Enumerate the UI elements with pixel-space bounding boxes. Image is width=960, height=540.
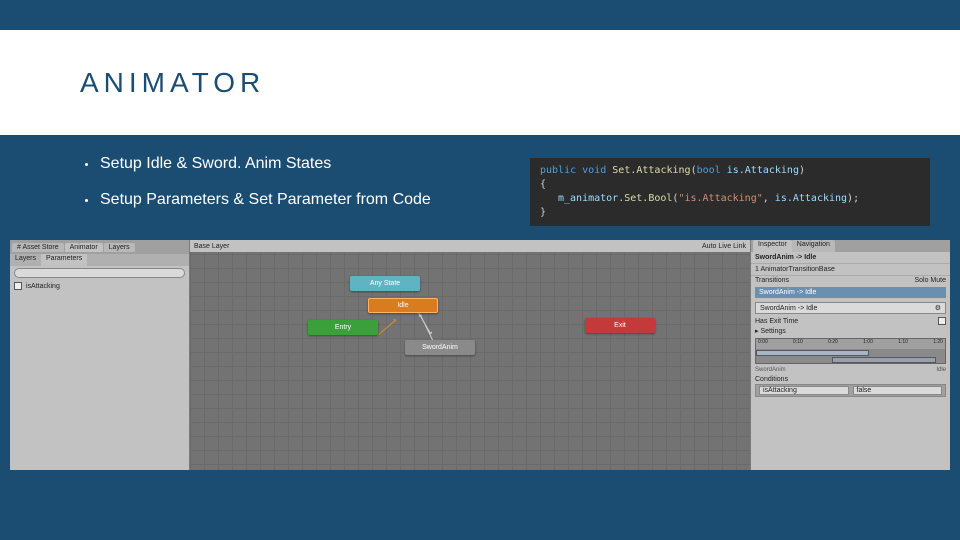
- conditions-section: Conditions isAttacking false: [755, 376, 946, 397]
- transition-arrow-sword-idle[interactable]: [420, 315, 434, 342]
- condition-row[interactable]: isAttacking false: [755, 384, 946, 397]
- transition-arrow-entry-idle[interactable]: [378, 320, 395, 335]
- code-type: bool: [697, 165, 721, 176]
- code-arg: is.Attacking: [775, 193, 847, 204]
- code-brace: }: [540, 206, 920, 220]
- state-label: Exit: [614, 322, 626, 329]
- bullet-text: Setup Idle & Sword. Anim States: [100, 155, 331, 173]
- has-exit-time-label: Has Exit Time: [755, 318, 798, 325]
- tab-layers[interactable]: Layers: [104, 243, 135, 252]
- code-brace: {: [540, 178, 920, 192]
- subtab-layers[interactable]: Layers: [10, 254, 41, 266]
- conditions-label: Conditions: [755, 376, 946, 383]
- auto-live-link[interactable]: Auto Live Link: [702, 243, 746, 250]
- solo-mute-label: Solo Mute: [914, 277, 946, 284]
- subtab-parameters[interactable]: Parameters: [41, 254, 87, 266]
- state-swordanim[interactable]: SwordAnim: [405, 340, 475, 355]
- timeline-ruler: 0:00 0:10 0:20 1:00 1:10 1:20: [756, 339, 945, 349]
- timeline-tick: 0:10: [793, 339, 803, 349]
- has-exit-time-checkbox[interactable]: [938, 317, 946, 325]
- slide-header: ANIMATOR: [0, 30, 960, 135]
- state-label: Any State: [370, 280, 400, 287]
- graph-breadcrumb[interactable]: Base Layer: [194, 243, 229, 250]
- sub-tabs: Layers Parameters: [10, 254, 189, 266]
- code-paren: );: [847, 193, 859, 204]
- clip-b-label: Idle: [936, 367, 946, 373]
- bullet-item: Setup Idle & Sword. Anim States: [85, 155, 431, 173]
- has-exit-time-row: Has Exit Time: [751, 316, 950, 326]
- transition-name-field[interactable]: SwordAnim -> Idle: [760, 305, 817, 312]
- state-entry[interactable]: Entry: [308, 320, 378, 335]
- transitions-label: Transitions: [755, 277, 789, 284]
- code-method: Set.Bool: [624, 193, 672, 204]
- code-comma: ,: [763, 193, 775, 204]
- transition-title: SwordAnim -> Idle: [751, 252, 950, 264]
- clip-a-label: SwordAnim: [755, 367, 786, 373]
- tab-animator[interactable]: Animator: [65, 243, 103, 252]
- code-function: Set.Attacking: [612, 165, 690, 176]
- unity-animator-panel: # Asset Store Animator Layers Layers Par…: [10, 240, 950, 470]
- inspector-tabs: Inspector Navigation: [751, 240, 950, 252]
- timeline-tick: 1:00: [863, 339, 873, 349]
- code-param: is.Attacking: [727, 165, 799, 176]
- condition-value-dropdown[interactable]: false: [853, 386, 943, 395]
- state-label: Entry: [335, 324, 351, 331]
- transitions-header: Transitions Solo Mute: [751, 276, 950, 285]
- bullet-dot-icon: [85, 199, 88, 202]
- timeline-tick: 0:20: [828, 339, 838, 349]
- code-snippet: public void Set.Attacking(bool is.Attack…: [530, 158, 930, 226]
- bullet-text: Setup Parameters & Set Parameter from Co…: [100, 191, 431, 209]
- code-member: m_animator: [558, 193, 618, 204]
- timeline-clip-b[interactable]: [832, 357, 936, 363]
- settings-row[interactable]: ▸ Settings: [751, 326, 950, 336]
- slide-title: ANIMATOR: [80, 67, 265, 99]
- tab-asset-store[interactable]: # Asset Store: [12, 243, 64, 252]
- bullet-item: Setup Parameters & Set Parameter from Co…: [85, 191, 431, 209]
- param-search-input[interactable]: [14, 268, 185, 278]
- transition-subtitle: 1 AnimatorTransitionBase: [751, 264, 950, 276]
- animator-graph[interactable]: Base Layer Auto Live Link Any State Idle…: [190, 240, 750, 470]
- tab-navigation[interactable]: Navigation: [792, 240, 835, 252]
- transitions-list: SwordAnim -> Idle: [755, 287, 946, 298]
- transition-list-item[interactable]: SwordAnim -> Idle: [756, 288, 945, 297]
- state-label: Idle: [397, 302, 408, 309]
- bullet-dot-icon: [85, 163, 88, 166]
- state-idle[interactable]: Idle: [368, 298, 438, 313]
- graph-header: Base Layer Auto Live Link: [190, 240, 750, 252]
- bullet-list: Setup Idle & Sword. Anim States Setup Pa…: [85, 155, 431, 227]
- parameter-name: isAttacking: [26, 283, 60, 290]
- timeline-clip-a[interactable]: [756, 350, 869, 356]
- condition-param-dropdown[interactable]: isAttacking: [759, 386, 849, 395]
- transition-timeline[interactable]: 0:00 0:10 0:20 1:00 1:10 1:20: [755, 338, 946, 364]
- state-exit[interactable]: Exit: [585, 318, 655, 333]
- code-keyword: public: [540, 165, 576, 176]
- panel-tabs: # Asset Store Animator Layers: [10, 240, 189, 254]
- inspector-panel: Inspector Navigation SwordAnim -> Idle 1…: [750, 240, 950, 470]
- state-any-state[interactable]: Any State: [350, 276, 420, 291]
- tab-inspector[interactable]: Inspector: [753, 240, 792, 252]
- code-keyword: void: [582, 165, 606, 176]
- code-paren: ): [799, 165, 805, 176]
- timeline-tick: 1:20: [933, 339, 943, 349]
- parameter-row[interactable]: isAttacking: [10, 280, 189, 292]
- state-label: SwordAnim: [422, 344, 458, 351]
- timeline-tick: 1:10: [898, 339, 908, 349]
- settings-gear-icon[interactable]: ⚙: [935, 304, 941, 312]
- parameters-panel: # Asset Store Animator Layers Layers Par…: [10, 240, 190, 470]
- parameter-checkbox[interactable]: [14, 282, 22, 290]
- timeline-tick: 0:00: [758, 339, 768, 349]
- settings-foldout-label: ▸ Settings: [755, 327, 786, 335]
- code-string: "is.Attacking": [678, 193, 762, 204]
